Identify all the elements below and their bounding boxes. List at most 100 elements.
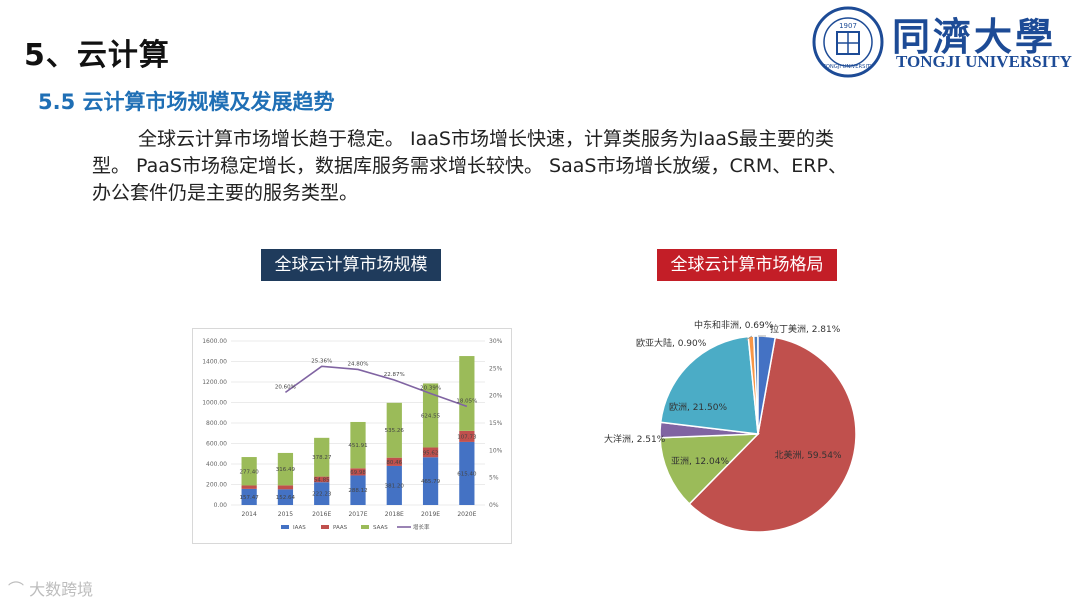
bar-iaas: [386, 465, 402, 505]
bar-paas: [422, 447, 439, 458]
bar-saas: [350, 421, 366, 469]
bar-value-label: 378.27: [312, 455, 332, 461]
legend-label: PAAS: [333, 525, 348, 531]
bar-iaas: [422, 457, 439, 505]
legend-label: SAAS: [373, 525, 388, 531]
y-tick-label: 600.00: [206, 441, 227, 448]
pie-label: 欧洲, 21.50%: [669, 401, 727, 413]
growth-label: 24.80%: [348, 361, 369, 367]
pie-slice: [659, 335, 759, 435]
bar-value-label: 222.23: [312, 492, 332, 498]
growth-label: 18.05%: [456, 398, 477, 404]
bar-saas: [277, 452, 294, 486]
summary-paragraph: 全球云计算市场增长趋于稳定。 IaaS市场增长快速，计算类服务为IaaS最主要的…: [92, 126, 992, 207]
growth-label: 22.87%: [384, 372, 405, 378]
y-tick-label: 0.00: [214, 502, 228, 509]
bar-saas: [314, 437, 330, 477]
bar-iaas: [277, 489, 294, 505]
growth-label: 20.39%: [420, 386, 441, 392]
bar-paas: [350, 468, 366, 476]
bar-value-label: 80.46: [386, 460, 402, 466]
pie-label: 亚洲, 12.04%: [671, 456, 729, 467]
y2-tick-label: 20%: [489, 393, 503, 400]
y2-tick-label: 5%: [489, 475, 499, 482]
pie-label: 拉丁美洲, 2.81%: [770, 323, 841, 335]
y-tick-label: 400.00: [206, 461, 227, 468]
legend-label: IAAS: [293, 525, 306, 531]
bar-value-label: 54.85: [314, 477, 330, 483]
bar-iaas: [459, 441, 475, 505]
bar-value-label: 451.91: [348, 443, 367, 449]
growth-label: 25.36%: [311, 358, 332, 364]
watermark-logo-icon: ⌒: [8, 580, 30, 599]
y2-tick-label: 0%: [489, 502, 499, 509]
y-tick-label: 1200.00: [202, 379, 227, 386]
bar-value-label: 535.26: [385, 428, 405, 434]
bar-value-label: 69.98: [350, 470, 366, 476]
market-size-chart: 0.00 200.00 400.00 600.00 800.00 1000.00 1200.…: [192, 328, 512, 544]
bar-paas: [386, 457, 402, 466]
pie-label: 大洋洲, 2.51%: [604, 433, 666, 445]
x-tick-label: 2018E: [385, 511, 404, 518]
pie-slice: [688, 336, 857, 533]
y-tick-label: 1400.00: [202, 359, 227, 366]
bar-iaas: [241, 488, 257, 505]
paragraph-line: 全球云计算市场增长趋于稳定。 IaaS市场增长快速，计算类服务为IaaS最主要的…: [138, 128, 834, 150]
market-structure-chip: 全球云计算市场格局: [657, 249, 837, 281]
market-size-svg: 0.00 200.00 400.00 600.00 800.00 1000.00 1200.…: [202, 338, 503, 531]
leader-line: [745, 335, 753, 341]
bar-value-label: 277.40: [240, 469, 260, 475]
y2-tick-label: 15%: [489, 420, 503, 427]
pie-label: 欧亚大陆, 0.90%: [636, 337, 707, 349]
bar-saas: [386, 402, 402, 458]
legend-swatch: [281, 525, 289, 529]
seal-year: 1907: [839, 22, 857, 30]
x-tick-label: 2014: [242, 511, 257, 518]
x-tick-label: 2020E: [457, 511, 476, 518]
university-seal-icon: 1907 TONGJI UNIVERSITY: [812, 6, 884, 78]
bar-saas: [422, 383, 439, 448]
y2-tick-label: 25%: [489, 365, 503, 372]
paragraph-line: 型。 PaaS市场稳定增长，数据库服务需求增长较快。 SaaS市场增长放缓，CR…: [92, 155, 847, 177]
bar-value-label: 624.55: [421, 413, 441, 419]
bar-iaas: [314, 482, 330, 505]
university-logo: 1907 TONGJI UNIVERSITY 同濟大學 TONGJI UNIVE…: [812, 6, 1074, 78]
bar-value-label: 152.64: [276, 495, 296, 501]
bar-value-label: 316.49: [276, 467, 296, 473]
legend-label: 增长率: [413, 523, 430, 531]
bar-paas: [314, 476, 330, 483]
y-tick-label: 1000.00: [202, 400, 227, 407]
x-tick-label: 2016E: [312, 511, 331, 518]
y-tick-label: 800.00: [206, 420, 227, 427]
x-tick-label: 2015: [278, 511, 293, 518]
pie-label: 中东和非洲, 0.69%: [694, 319, 774, 331]
bar-value-label: 615.40: [457, 471, 477, 477]
page-title: 5、云计算: [24, 38, 170, 73]
legend-swatch: [321, 525, 329, 529]
x-tick-label: 2017E: [348, 511, 367, 518]
y-tick-label: 1600.00: [202, 338, 227, 345]
paragraph-line: 办公套件仍是主要的服务类型。: [92, 182, 359, 204]
x-tick-label: 2019E: [421, 511, 440, 518]
logo-name-en: TONGJI UNIVERSITY: [896, 52, 1072, 71]
bar-paas: [277, 485, 294, 490]
logo-name-cn: 同濟大學: [892, 14, 1057, 59]
watermark: ⌒ 大数跨境: [8, 576, 93, 600]
market-size-chip: 全球云计算市场规模: [261, 249, 441, 281]
y2-tick-label: 30%: [489, 338, 503, 345]
bar-saas: [241, 457, 257, 486]
y-tick-label: 200.00: [206, 482, 227, 489]
bar-saas: [459, 356, 475, 431]
bar-value-label: 95.62: [423, 450, 439, 456]
bar-value-label: 107.73: [457, 434, 477, 440]
section-subtitle: 5.5 云计算市场规模及发展趋势: [38, 90, 335, 114]
pie-slice: [659, 433, 760, 505]
market-structure-svg: 北美洲, 59.54% 亚洲, 12.04% 大洋洲, 2.51% 欧洲, 21.50…: [604, 319, 857, 533]
seal-text: TONGJI UNIVERSITY: [822, 64, 874, 70]
y2-tick-label: 10%: [489, 447, 503, 454]
watermark-text: 大数跨境: [29, 580, 94, 599]
pie-label: 北美洲, 59.54%: [774, 449, 841, 461]
growth-line: [284, 365, 468, 408]
bar-value-label: 381.20: [385, 483, 405, 489]
bar-value-label: 465.79: [421, 479, 441, 485]
